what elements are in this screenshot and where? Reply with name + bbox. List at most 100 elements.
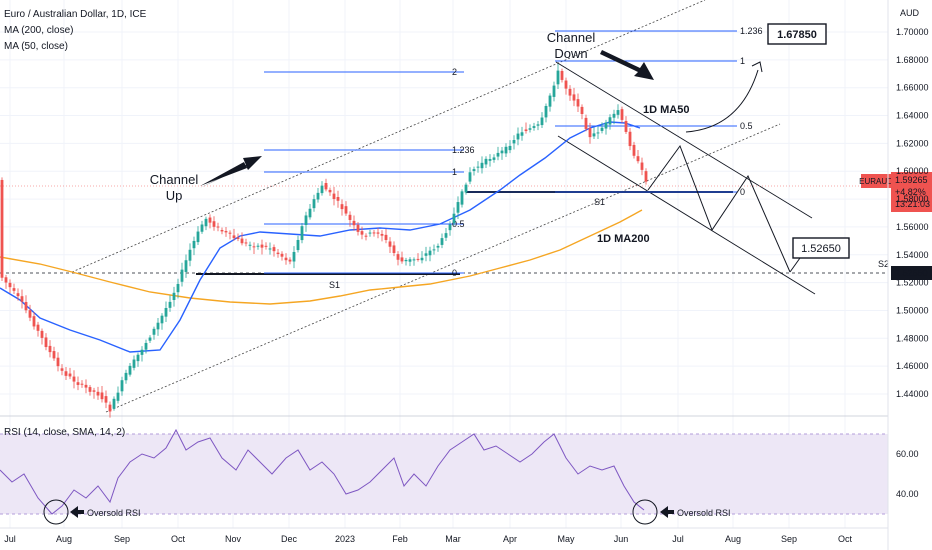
candle-body (288, 259, 292, 262)
candle-body (248, 244, 252, 246)
candle-body (460, 191, 464, 205)
fib-left-label: 1 (452, 167, 457, 177)
candle-body (304, 215, 308, 226)
candle-body (428, 250, 432, 256)
candle-body (480, 162, 484, 169)
candle-body (244, 242, 248, 244)
y-tick-label: 1.46000 (896, 361, 929, 371)
x-tick-label: Aug (725, 534, 741, 544)
candle-body (284, 257, 288, 261)
x-tick-label: May (557, 534, 575, 544)
x-tick-label: Apr (503, 534, 517, 544)
y-tick-label: 1.48000 (896, 333, 929, 343)
oversold-arrow-1 (70, 506, 84, 518)
candle-body (264, 245, 268, 247)
x-axis: Jul Aug Sep Oct Nov Dec 2023 Feb Mar Apr May Jun Jul… (0, 527, 888, 544)
candle-body (324, 183, 328, 190)
candle-body (280, 253, 284, 257)
candle-body (300, 226, 304, 241)
ma50-label: 1D MA50 (643, 104, 689, 116)
candle-body (592, 133, 596, 137)
ma200-legend: MA (200, close) (4, 25, 74, 36)
candle-body (532, 126, 536, 128)
candle-body (392, 245, 396, 253)
target-down-label: 1.52650 (801, 243, 841, 255)
rsi-legend: RSI (14, close, SMA, 14, 2) (4, 427, 126, 438)
candle-body (232, 235, 236, 239)
bar-countdown: 13:21:03 (895, 199, 930, 209)
candle-body (500, 150, 504, 154)
candle-body (404, 259, 408, 262)
candle-body (240, 238, 244, 244)
candle-body (384, 234, 388, 241)
target-tag-label: 1.52650 (895, 268, 928, 278)
candlesticks (0, 64, 648, 418)
candle-body (444, 233, 448, 238)
candle-body (72, 376, 76, 382)
candle-body (616, 110, 620, 115)
channel-up-upper (71, 0, 706, 273)
candle-body (296, 239, 300, 251)
x-tick-label: Aug (56, 534, 72, 544)
candle-body (216, 226, 220, 228)
candle-body (476, 166, 480, 168)
candle-body (308, 208, 312, 218)
y-tick-label: 1.60000 (896, 166, 929, 176)
oversold-label-2: Oversold RSI (677, 508, 731, 518)
channel-down-label: Channel (547, 30, 596, 45)
moving-averages (0, 121, 643, 353)
channel-up-arrow-shaft (200, 162, 247, 186)
candle-body (172, 292, 176, 300)
fib-left-label: 0 (452, 268, 457, 278)
candle-body (124, 372, 128, 381)
candle-body (40, 330, 44, 338)
target-down-box (792, 237, 850, 259)
y-tick-label: 1.52000 (896, 278, 929, 288)
candle-body (332, 193, 336, 200)
candle-body (612, 113, 616, 118)
candle-body (160, 315, 164, 324)
candle-body (328, 189, 332, 193)
last-price: 1.59265 (895, 175, 928, 185)
y-axis: AUD 1.70000 1.68000 1.66000 1.64000 1.62000 1.… (887, 0, 929, 550)
x-tick-label: Dec (281, 534, 298, 544)
candle-body (252, 246, 256, 248)
candle-body (188, 249, 192, 261)
symbol-tag (861, 174, 891, 188)
candle-body (112, 398, 116, 409)
x-tick-label: 2023 (335, 534, 355, 544)
y-tick-label: 1.66000 (896, 83, 929, 93)
x-tick-label: Jul (4, 534, 16, 544)
candle-body (336, 197, 340, 201)
candle-body (352, 220, 356, 226)
candle-body (356, 224, 360, 232)
candle-body (364, 235, 368, 237)
candle-body (24, 301, 28, 311)
annotations: ChannelUpChannelDown1.678501.52650S1S1S2… (150, 23, 932, 290)
candle-body (396, 254, 400, 260)
y-tick-label: 1.64000 (896, 111, 929, 121)
candle-body (432, 249, 436, 251)
candle-body (84, 384, 88, 388)
candle-body (456, 202, 460, 213)
candle-body (596, 132, 600, 134)
candle-body (576, 99, 580, 107)
candle-body (620, 109, 624, 120)
fib-right-label: 1 (740, 56, 745, 66)
candle-body (176, 283, 180, 293)
candle-body (608, 117, 612, 125)
candle-body (408, 259, 412, 262)
candle-body (512, 140, 516, 144)
fib-left-label: 2 (452, 67, 457, 77)
candle-body (400, 257, 404, 262)
x-tick-label: Nov (225, 534, 242, 544)
candle-body (524, 129, 528, 132)
candle-body (92, 390, 96, 392)
candle-body (484, 158, 488, 165)
candle-body (572, 94, 576, 101)
y-tick-label: 1.44000 (896, 389, 929, 399)
candle-body (168, 301, 172, 308)
rsi-band (0, 434, 888, 514)
candle-body (588, 128, 592, 138)
